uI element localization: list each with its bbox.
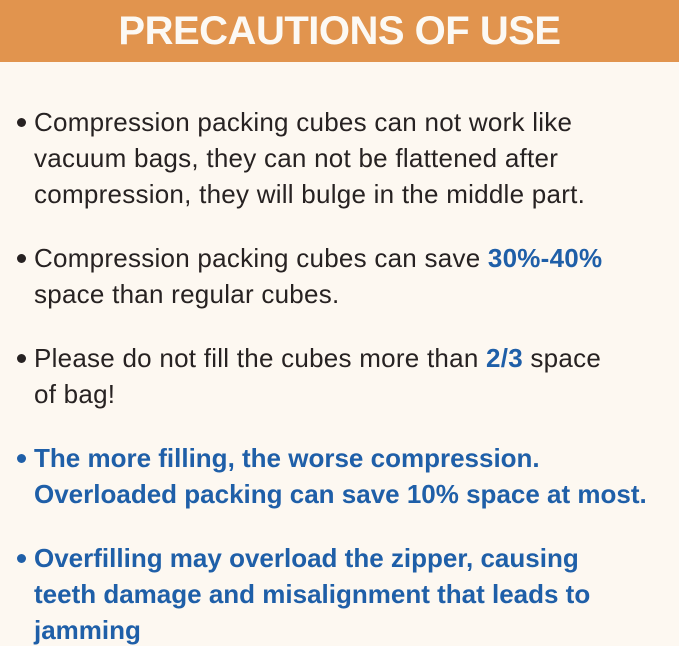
- text-line: vacuum bags, they can not be flattened a…: [34, 140, 585, 176]
- text-line: Compression packing cubes can not work l…: [34, 104, 585, 140]
- highlight-fraction: 2/3: [486, 343, 523, 373]
- text-line: Overloaded packing can save 10% space at…: [34, 476, 647, 512]
- text-line: of bag!: [34, 376, 601, 412]
- text-line: Compression packing cubes can save 30%-4…: [34, 240, 602, 276]
- highlight-percentage: 30%-40%: [487, 243, 603, 273]
- text-segment: Overloaded packing can save 10% space at…: [34, 479, 647, 509]
- text-segment: Compression packing cubes can not work l…: [34, 107, 573, 137]
- bullet-dot: [17, 354, 26, 363]
- list-item-text: The more filling, the worse compression.…: [34, 440, 647, 512]
- bullet-dot: [17, 554, 26, 563]
- header-band: PRECAUTIONS OF USE: [0, 0, 679, 62]
- list-item-text: Compression packing cubes can not work l…: [34, 104, 585, 212]
- list-item-vacuum-bags: Compression packing cubes can not work l…: [16, 104, 659, 212]
- text-segment: Overfilling may overload the zipper, cau…: [34, 543, 579, 573]
- text-segment: The more filling, the worse compression.: [34, 443, 540, 473]
- precautions-list: Compression packing cubes can not work l…: [0, 62, 679, 646]
- text-segment: space than regular cubes.: [34, 279, 340, 309]
- list-item-save-space: Compression packing cubes can save 30%-4…: [16, 240, 659, 312]
- text-segment: jamming: [34, 615, 141, 645]
- text-segment: of bag!: [34, 379, 116, 409]
- bullet-dot: [17, 118, 26, 127]
- text-line: Overfilling may overload the zipper, cau…: [34, 540, 590, 576]
- text-segment: space: [522, 343, 602, 373]
- list-item-zipper-warning: Overfilling may overload the zipper, cau…: [16, 540, 659, 646]
- text-segment: vacuum bags, they can not be flattened a…: [34, 143, 559, 173]
- list-item-overloaded-packing: The more filling, the worse compression.…: [16, 440, 659, 512]
- bullet-dot: [17, 254, 26, 263]
- text-line: teeth damage and misalignment that leads…: [34, 576, 590, 612]
- list-item-text: Compression packing cubes can save 30%-4…: [34, 240, 602, 312]
- text-segment: Please do not fill the cubes more than: [34, 343, 487, 373]
- list-item-fill-limit: Please do not fill the cubes more than 2…: [16, 340, 659, 412]
- text-line: Please do not fill the cubes more than 2…: [34, 340, 601, 376]
- list-item-text: Please do not fill the cubes more than 2…: [34, 340, 601, 412]
- text-segment: compression, they will bulge in the midd…: [34, 179, 586, 209]
- text-segment: teeth damage and misalignment that leads…: [34, 579, 591, 609]
- page-title: PRECAUTIONS OF USE: [118, 8, 561, 53]
- text-line: space than regular cubes.: [34, 276, 602, 312]
- text-line: jamming: [34, 612, 590, 646]
- text-line: compression, they will bulge in the midd…: [34, 176, 585, 212]
- text-segment: Compression packing cubes can save: [34, 243, 488, 273]
- bullet-dot: [17, 454, 26, 463]
- list-item-text: Overfilling may overload the zipper, cau…: [34, 540, 590, 646]
- text-line: The more filling, the worse compression.: [34, 440, 647, 476]
